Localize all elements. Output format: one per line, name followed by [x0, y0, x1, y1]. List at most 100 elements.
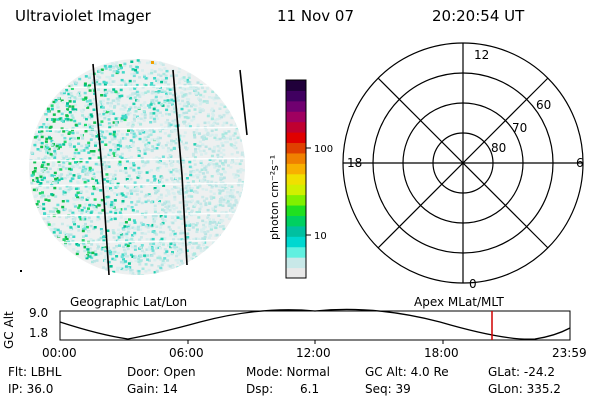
imager-pixel: [98, 70, 102, 73]
imager-pixel: [78, 77, 82, 81]
imager-pixel: [58, 231, 62, 234]
imager-pixel: [143, 113, 147, 117]
imager-pixel: [105, 212, 109, 215]
imager-pixel: [130, 237, 134, 241]
imager-pixel: [37, 157, 41, 160]
imager-pixel: [205, 87, 209, 90]
imager-pixel: [155, 233, 159, 236]
imager-pixel: [61, 101, 65, 104]
imager-pixel: [225, 121, 229, 125]
imager-pixel: [93, 129, 97, 132]
imager-pixel: [153, 223, 157, 227]
imager-pixel: [122, 146, 126, 150]
imager-pixel: [176, 216, 180, 219]
imager-pixel: [213, 145, 216, 149]
imager-pixel: [240, 139, 244, 142]
imager-pixel: [76, 160, 80, 164]
imager-pixel: [173, 198, 177, 201]
imager-pixel: [211, 221, 215, 224]
imager-pixel: [229, 188, 233, 192]
imager-pixel: [147, 141, 151, 145]
imager-pixel: [114, 169, 118, 173]
imager-pixel: [234, 141, 238, 144]
imager-pixel: [58, 145, 62, 149]
imager-pixel: [212, 97, 216, 101]
imager-pixel: [74, 187, 78, 190]
imager-pixel: [206, 131, 210, 135]
colorbar-cell: [286, 257, 306, 269]
imager-pixel: [149, 242, 153, 246]
imager-pixel: [74, 84, 78, 87]
imager-pixel: [62, 238, 66, 241]
imager-pixel: [141, 274, 145, 275]
imager-pixel: [165, 108, 169, 112]
imager-pixel: [159, 111, 162, 114]
imager-pixel: [169, 155, 173, 158]
imager-pixel: [85, 146, 89, 149]
imager-pixel: [204, 168, 208, 172]
polar-mlt-label-top: 12: [474, 48, 489, 62]
imager-pixel: [192, 117, 196, 121]
imager-pixel: [122, 258, 125, 261]
imager-pixel: [230, 152, 234, 156]
imager-pixel: [62, 91, 66, 95]
imager-pixel: [122, 228, 126, 231]
imager-pixel: [219, 178, 223, 181]
imager-pixel: [127, 129, 130, 132]
imager-pixel: [150, 71, 154, 75]
imager-pixel: [65, 104, 69, 108]
info-seq: Seq: 39: [365, 382, 411, 396]
imager-pixel: [150, 148, 154, 152]
imager-pixel: [99, 228, 103, 231]
imager-pixel: [49, 180, 52, 183]
imager-pixel: [112, 63, 115, 66]
imager-pixel: [124, 265, 128, 268]
imager-pixel: [221, 211, 225, 214]
imager-pixel: [134, 110, 138, 113]
imager-pixel: [148, 133, 151, 137]
imager-pixel: [164, 77, 168, 80]
imager-pixel: [192, 85, 196, 89]
imager-pixel: [89, 238, 93, 241]
imager-pixel: [217, 149, 221, 153]
imager-pixel: [204, 202, 208, 205]
imager-pixel: [133, 84, 137, 87]
imager-pixel: [113, 217, 117, 221]
imager-pixel: [105, 203, 109, 206]
imager-pixel: [109, 218, 113, 221]
imager-pixel: [114, 208, 118, 212]
imager-pixel: [106, 185, 110, 189]
imager-pixel: [68, 167, 72, 171]
imager-pixel: [77, 91, 81, 94]
imager-pixel: [239, 168, 243, 171]
imager-pixel: [41, 163, 44, 167]
imager-pixel: [202, 95, 206, 98]
imager-pixel: [47, 110, 50, 113]
imager-pixel: [146, 90, 150, 93]
imager-pixel: [69, 179, 73, 183]
imager-pixel: [115, 153, 119, 157]
imager-pixel: [85, 165, 89, 169]
imager-pixel: [167, 122, 171, 125]
imager-pixel: [208, 218, 211, 221]
imager-pixel: [155, 147, 159, 150]
imager-pixel: [91, 192, 95, 196]
imager-pixel: [74, 108, 78, 111]
imager-pixel: [203, 247, 207, 250]
imager-pixel: [219, 190, 223, 193]
imager-pixel: [170, 266, 174, 269]
imager-pixel: [81, 168, 85, 172]
imager-pixel: [93, 137, 96, 140]
imager-pixel: [138, 95, 142, 98]
imager-pixel: [234, 122, 238, 125]
imager-pixel: [108, 112, 112, 115]
imager-pixel: [77, 229, 81, 232]
imager-pixel: [72, 100, 76, 103]
imager-pixel: [179, 229, 183, 233]
imager-pixel: [160, 80, 164, 84]
imager-pixel: [177, 181, 181, 185]
imager-pixel: [186, 116, 190, 120]
imager-pixel: [142, 110, 146, 113]
imager-pixel: [197, 216, 201, 219]
colorbar-cell: [286, 173, 306, 185]
